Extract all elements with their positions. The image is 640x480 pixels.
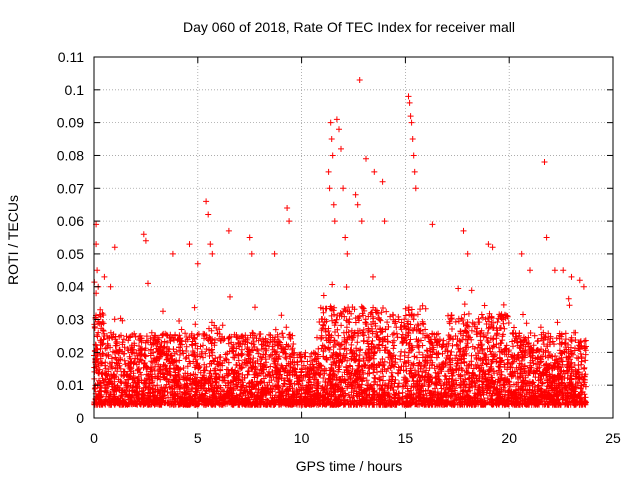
data-point	[379, 178, 386, 185]
data-point	[429, 221, 436, 228]
data-point	[406, 99, 413, 106]
data-point	[560, 267, 567, 274]
data-point	[333, 116, 340, 123]
data-point	[371, 168, 378, 175]
data-point	[336, 126, 342, 133]
data-point	[142, 237, 149, 244]
axis-ticks	[93, 56, 614, 419]
data-point	[381, 218, 388, 225]
data-point	[543, 234, 550, 241]
roti-dense-cloud-marks	[91, 273, 589, 408]
data-point	[411, 168, 418, 175]
data-point	[464, 250, 471, 257]
data-point	[354, 201, 361, 208]
data-point	[207, 241, 214, 248]
x-tick-label: 10	[294, 430, 310, 446]
data-point	[186, 241, 193, 248]
data-point	[410, 152, 417, 159]
y-tick-label: 0.01	[57, 377, 84, 393]
data-point	[194, 260, 201, 267]
y-tick-label: 0.06	[57, 213, 84, 229]
data-point	[580, 283, 587, 290]
x-tick-label: 5	[194, 430, 202, 446]
data-point	[326, 185, 333, 192]
y-axis-title: ROTI / TECUs	[5, 195, 21, 285]
data-point	[284, 205, 291, 211]
data-point	[358, 218, 365, 225]
x-tick-label: 20	[501, 430, 517, 446]
chart-title: Day 060 of 2018, Rate Of TEC Index for r…	[183, 19, 515, 35]
data-point	[140, 231, 147, 238]
data-point	[331, 218, 338, 225]
data-point	[356, 77, 363, 83]
data-point	[271, 250, 278, 257]
data-point	[327, 119, 334, 126]
data-point	[145, 280, 151, 287]
roti-dense-cloud	[91, 273, 589, 408]
y-tick-label: 0.03	[57, 312, 84, 328]
data-point	[209, 250, 216, 257]
data-point	[107, 283, 114, 290]
data-point	[352, 191, 359, 198]
data-point	[412, 185, 419, 192]
data-point	[460, 227, 467, 234]
data-point	[409, 136, 416, 142]
y-tick-labels: 0 0.01 0.02 0.03 0.04 0.05 0.06 0.07 0.08 0.09 0.1…	[57, 49, 84, 426]
data-point	[169, 250, 176, 257]
data-point	[405, 93, 412, 100]
data-point	[408, 119, 415, 126]
data-point	[101, 273, 108, 280]
data-point	[205, 211, 212, 218]
data-point	[407, 113, 414, 120]
data-point	[568, 273, 575, 280]
y-tick-label: 0.09	[57, 115, 84, 131]
data-point	[489, 244, 496, 251]
data-point	[541, 159, 548, 165]
x-tick-label: 25	[605, 430, 621, 446]
data-point	[518, 250, 525, 257]
data-point	[94, 267, 101, 274]
data-point	[328, 136, 335, 142]
plot-frame	[93, 56, 614, 419]
data-point	[111, 244, 118, 251]
y-tick-label: 0.11	[58, 49, 84, 65]
y-tick-label: 0	[76, 410, 84, 426]
roti-points	[93, 77, 587, 313]
data-point	[286, 218, 293, 225]
data-point	[246, 234, 253, 241]
y-tick-label: 0.04	[57, 279, 84, 295]
data-point	[485, 241, 492, 248]
x-tick-labels: 0 5 10 15 20 25	[90, 430, 621, 446]
data-point	[97, 306, 104, 313]
data-point	[342, 234, 349, 241]
data-point	[363, 155, 369, 162]
y-tick-label: 0.05	[57, 246, 84, 262]
data-point	[248, 250, 255, 257]
y-tick-label: 0.1	[65, 82, 85, 98]
x-axis-title: GPS time / hours	[296, 458, 403, 474]
data-point	[329, 152, 336, 159]
data-point	[551, 267, 558, 274]
data-point	[325, 168, 332, 175]
y-tick-label: 0.08	[57, 147, 84, 163]
x-tick-label: 15	[398, 430, 414, 446]
x-tick-label: 0	[90, 430, 98, 446]
data-point	[225, 227, 232, 234]
data-point	[338, 145, 344, 152]
y-tick-label: 0.07	[57, 180, 84, 196]
y-tick-label: 0.02	[57, 344, 84, 360]
data-point	[340, 185, 347, 192]
data-point	[344, 250, 351, 257]
data-point	[576, 277, 583, 284]
data-point	[203, 198, 210, 205]
data-point	[527, 267, 533, 274]
data-point	[330, 201, 337, 208]
